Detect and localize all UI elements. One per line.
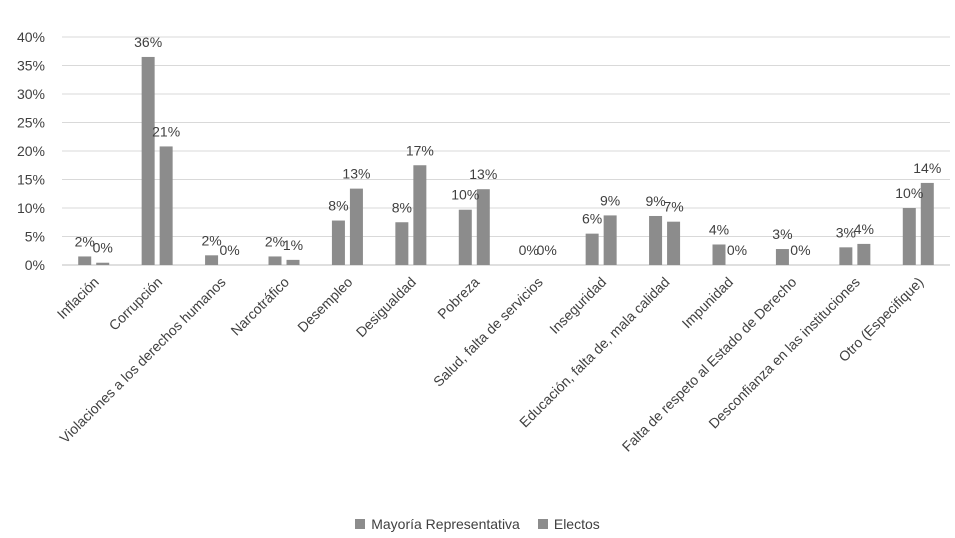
bar-electos xyxy=(603,215,617,265)
bar-mayoria xyxy=(331,220,345,265)
y-tick-label: 25% xyxy=(17,115,45,131)
data-label: 2% xyxy=(201,232,221,248)
bar-mayoria xyxy=(395,222,409,265)
bar-mayoria xyxy=(839,247,853,265)
data-label: 14% xyxy=(913,160,941,176)
legend: Mayoría Representativa Electos xyxy=(0,516,955,532)
category-label: Corrupción xyxy=(106,274,166,334)
data-labels: 2%0%36%21%2%0%2%1%8%13%8%17%10%13%0%0%6%… xyxy=(75,34,942,258)
bar-electos xyxy=(286,259,300,265)
y-tick-label: 40% xyxy=(17,29,45,45)
gridlines xyxy=(62,36,950,266)
bar-electos xyxy=(349,188,363,265)
bar-mayoria xyxy=(78,256,92,265)
data-label: 0% xyxy=(727,242,747,258)
data-label: 2% xyxy=(75,233,95,249)
bar-electos xyxy=(413,165,427,265)
data-label: 9% xyxy=(645,193,665,209)
bar-mayoria xyxy=(205,255,219,265)
data-label: 0% xyxy=(93,240,113,256)
category-label: Inseguridad xyxy=(546,274,609,337)
data-label: 0% xyxy=(537,242,557,258)
category-label: Desigualdad xyxy=(353,274,419,340)
y-tick-label: 10% xyxy=(17,200,45,216)
bar-mayoria xyxy=(141,56,155,266)
bar-electos xyxy=(476,189,490,265)
data-label: 4% xyxy=(854,221,874,237)
data-label: 13% xyxy=(469,166,497,182)
bar-electos xyxy=(667,221,681,265)
bar-electos xyxy=(159,146,173,265)
y-tick-label: 30% xyxy=(17,86,45,102)
legend-label-electos: Electos xyxy=(553,516,600,532)
bar-mayoria xyxy=(775,249,789,265)
y-tick-label: 35% xyxy=(17,58,45,74)
bar-electos xyxy=(857,243,871,265)
data-label: 2% xyxy=(265,233,285,249)
bar-electos xyxy=(96,262,110,265)
bar-mayoria xyxy=(649,215,663,265)
legend-swatch-mayoria xyxy=(355,519,366,529)
data-label: 36% xyxy=(134,34,162,50)
data-label: 9% xyxy=(600,192,620,208)
category-label: Narcotráfico xyxy=(227,274,292,339)
data-label: 7% xyxy=(663,199,683,215)
data-label: 13% xyxy=(342,166,370,182)
legend-swatch-electos xyxy=(537,519,548,529)
legend-item-mayoria: Mayoría Representativa xyxy=(355,516,520,532)
data-label: 17% xyxy=(406,142,434,158)
data-label: 3% xyxy=(836,224,856,240)
bar-mayoria xyxy=(268,256,282,265)
bar-electos xyxy=(920,182,934,265)
bar-mayoria xyxy=(585,233,599,265)
data-label: 21% xyxy=(152,123,180,139)
bar-mayoria xyxy=(458,209,472,265)
category-label: Pobreza xyxy=(434,274,482,322)
data-label: 0% xyxy=(790,242,810,258)
category-label: Desempleo xyxy=(294,274,356,336)
data-label: 0% xyxy=(519,242,539,258)
data-label: 8% xyxy=(392,199,412,215)
y-tick-label: 15% xyxy=(17,172,45,188)
data-label: 1% xyxy=(283,237,303,253)
data-label: 10% xyxy=(451,187,479,203)
data-label: 10% xyxy=(895,185,923,201)
category-label: Inflación xyxy=(54,274,102,322)
data-label: 0% xyxy=(219,242,239,258)
data-label: 8% xyxy=(328,198,348,214)
data-label: 4% xyxy=(709,221,729,237)
legend-label-mayoria: Mayoría Representativa xyxy=(371,516,520,532)
y-tick-label: 20% xyxy=(17,143,45,159)
category-label: Salud, falta de servicios xyxy=(430,274,546,390)
y-tick-label: 0% xyxy=(25,257,45,273)
data-label: 3% xyxy=(772,226,792,242)
data-label: 6% xyxy=(582,211,602,227)
y-axis-tick-labels: 0% 5% 10% 15% 20% 25% 30% 35% 40% xyxy=(17,29,45,273)
bar-mayoria xyxy=(712,244,726,265)
legend-item-electos: Electos xyxy=(537,516,600,532)
bar-mayoria xyxy=(902,208,916,265)
category-label: Impunidad xyxy=(679,274,737,332)
bars xyxy=(78,56,934,266)
y-tick-label: 5% xyxy=(25,229,45,245)
